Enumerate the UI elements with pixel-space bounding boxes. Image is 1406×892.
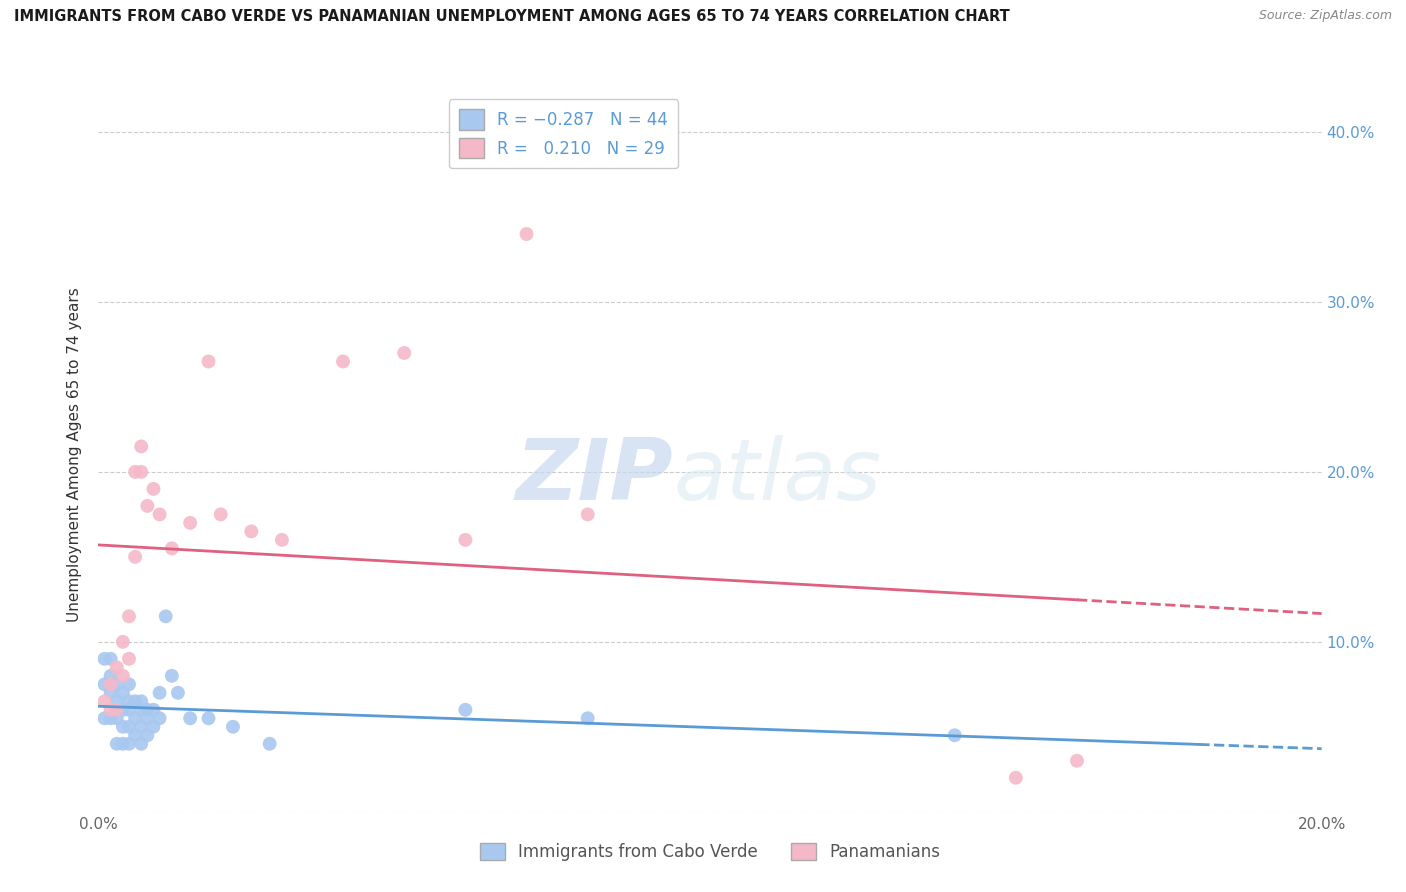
Point: [111, 720, 134, 734]
Text: IMMIGRANTS FROM CABO VERDE VS PANAMANIAN UNEMPLOYMENT AMONG AGES 65 TO 74 YEARS : IMMIGRANTS FROM CABO VERDE VS PANAMANIAN…: [14, 9, 1010, 24]
Point: [943, 728, 966, 742]
Point: [124, 728, 146, 742]
Point: [179, 516, 201, 530]
Point: [93, 677, 115, 691]
Point: [129, 703, 152, 717]
Point: [197, 354, 219, 368]
Text: atlas: atlas: [673, 434, 882, 518]
Point: [111, 635, 134, 649]
Point: [1066, 754, 1088, 768]
Point: [155, 609, 177, 624]
Point: [129, 737, 152, 751]
Point: [197, 711, 219, 725]
Point: [576, 711, 599, 725]
Point: [124, 694, 146, 708]
Point: [454, 533, 477, 547]
Point: [105, 677, 128, 691]
Point: [270, 533, 292, 547]
Point: [118, 720, 141, 734]
Point: [124, 465, 146, 479]
Text: Source: ZipAtlas.com: Source: ZipAtlas.com: [1258, 9, 1392, 22]
Point: [136, 728, 159, 742]
Point: [124, 549, 146, 564]
Point: [209, 508, 232, 522]
Point: [93, 711, 115, 725]
Point: [136, 711, 159, 725]
Y-axis label: Unemployment Among Ages 65 to 74 years: Unemployment Among Ages 65 to 74 years: [67, 287, 83, 623]
Point: [105, 703, 128, 717]
Point: [100, 669, 122, 683]
Point: [124, 711, 146, 725]
Point: [259, 737, 281, 751]
Point: [118, 703, 141, 717]
Point: [100, 686, 122, 700]
Point: [222, 720, 245, 734]
Point: [149, 508, 172, 522]
Point: [111, 737, 134, 751]
Point: [105, 660, 128, 674]
Point: [105, 737, 128, 751]
Point: [100, 677, 122, 691]
Point: [149, 711, 172, 725]
Point: [179, 711, 201, 725]
Point: [142, 703, 165, 717]
Point: [142, 720, 165, 734]
Point: [332, 354, 354, 368]
Point: [129, 465, 152, 479]
Point: [240, 524, 263, 539]
Point: [93, 652, 115, 666]
Point: [576, 508, 599, 522]
Point: [105, 711, 128, 725]
Point: [129, 439, 152, 453]
Point: [149, 686, 172, 700]
Point: [111, 703, 134, 717]
Point: [100, 652, 122, 666]
Point: [454, 703, 477, 717]
Point: [105, 694, 128, 708]
Point: [100, 711, 122, 725]
Text: ZIP: ZIP: [516, 434, 673, 518]
Point: [129, 720, 152, 734]
Point: [142, 482, 165, 496]
Point: [516, 227, 538, 241]
Point: [167, 686, 190, 700]
Point: [118, 737, 141, 751]
Point: [160, 669, 183, 683]
Point: [100, 703, 122, 717]
Legend: Immigrants from Cabo Verde, Panamanians: Immigrants from Cabo Verde, Panamanians: [472, 836, 948, 868]
Point: [111, 686, 134, 700]
Point: [1004, 771, 1026, 785]
Point: [136, 499, 159, 513]
Point: [129, 694, 152, 708]
Point: [136, 703, 159, 717]
Point: [118, 609, 141, 624]
Point: [118, 652, 141, 666]
Point: [93, 694, 115, 708]
Point: [118, 677, 141, 691]
Point: [118, 694, 141, 708]
Point: [160, 541, 183, 556]
Point: [392, 346, 416, 360]
Point: [111, 669, 134, 683]
